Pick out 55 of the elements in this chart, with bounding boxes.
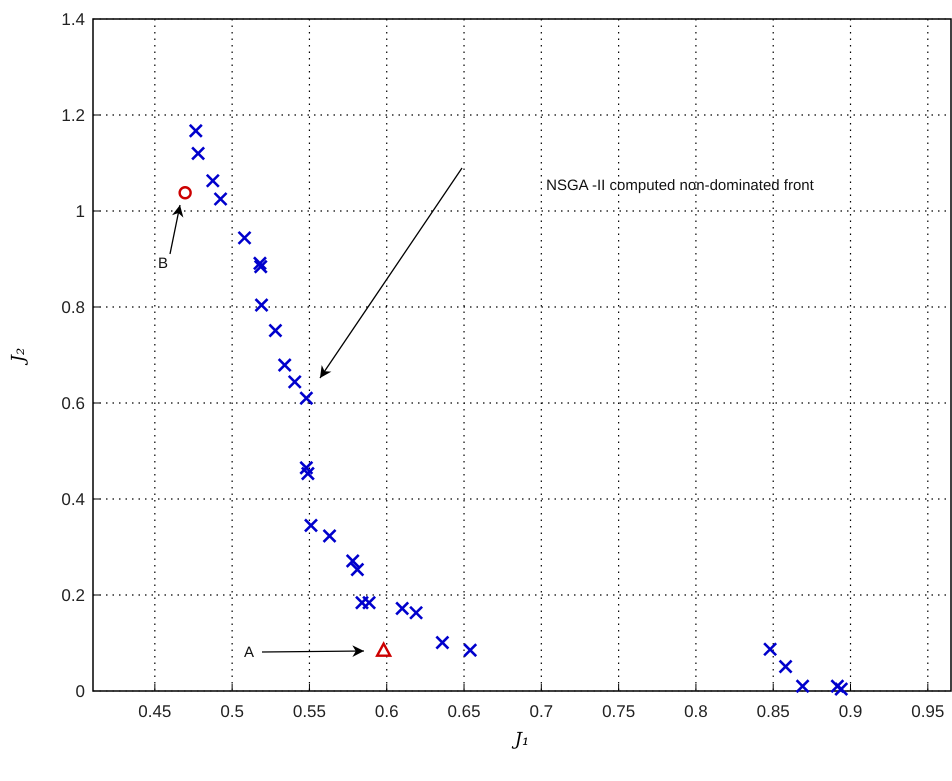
annotation: A [244,644,254,661]
point [304,518,318,533]
x-tick-label: 0.8 [684,702,708,721]
point [253,259,268,274]
point [345,554,360,568]
point [277,358,292,372]
point [830,678,845,694]
point [178,186,192,200]
point [213,192,228,206]
x-tick-label: 0.9 [838,702,862,721]
y-tick-label: 1.2 [61,106,85,125]
y-tick-label: 0.8 [61,298,85,317]
y-axis-title: J₂ [8,348,29,366]
x-tick-label: 0.95 [911,702,944,721]
point [299,460,314,476]
x-axis-title: J₁ [510,729,530,750]
point [778,659,793,674]
x-tick-label: 0.85 [756,702,790,721]
x-tick-label: 0.7 [530,702,554,721]
point [188,124,204,138]
point [394,601,410,616]
x-tick-label: 0.5 [220,702,244,721]
annotation: NSGA -II computed non-dominated front [546,177,815,194]
y-tick-label: 0.6 [61,394,85,413]
point [362,595,376,610]
x-tick-label: 0.45 [138,702,172,721]
point [376,642,392,657]
point [762,642,778,657]
y-tick-label: 1.4 [61,10,85,29]
point [462,642,478,658]
point [834,682,849,696]
point [795,678,810,694]
point [408,605,424,620]
x-tick-label: 0.65 [447,702,481,721]
y-tick-label: 0 [76,682,85,701]
y-tick-label: 0.4 [61,490,85,509]
point [350,562,365,577]
y-tick-label: 0.2 [61,586,85,605]
y-tick-label: 1 [76,202,85,221]
point [254,298,269,312]
x-tick-label: 0.55 [292,702,326,721]
point [206,173,220,188]
point [435,635,450,650]
point [354,595,370,610]
x-tick-label: 0.75 [602,702,636,721]
point [237,230,252,246]
point [300,466,316,481]
point [322,528,337,544]
point [299,390,314,406]
point [287,374,302,390]
point [252,256,268,271]
point [268,323,283,338]
point [190,146,206,161]
x-tick-label: 0.6 [374,702,399,721]
annotation: B [158,255,168,272]
